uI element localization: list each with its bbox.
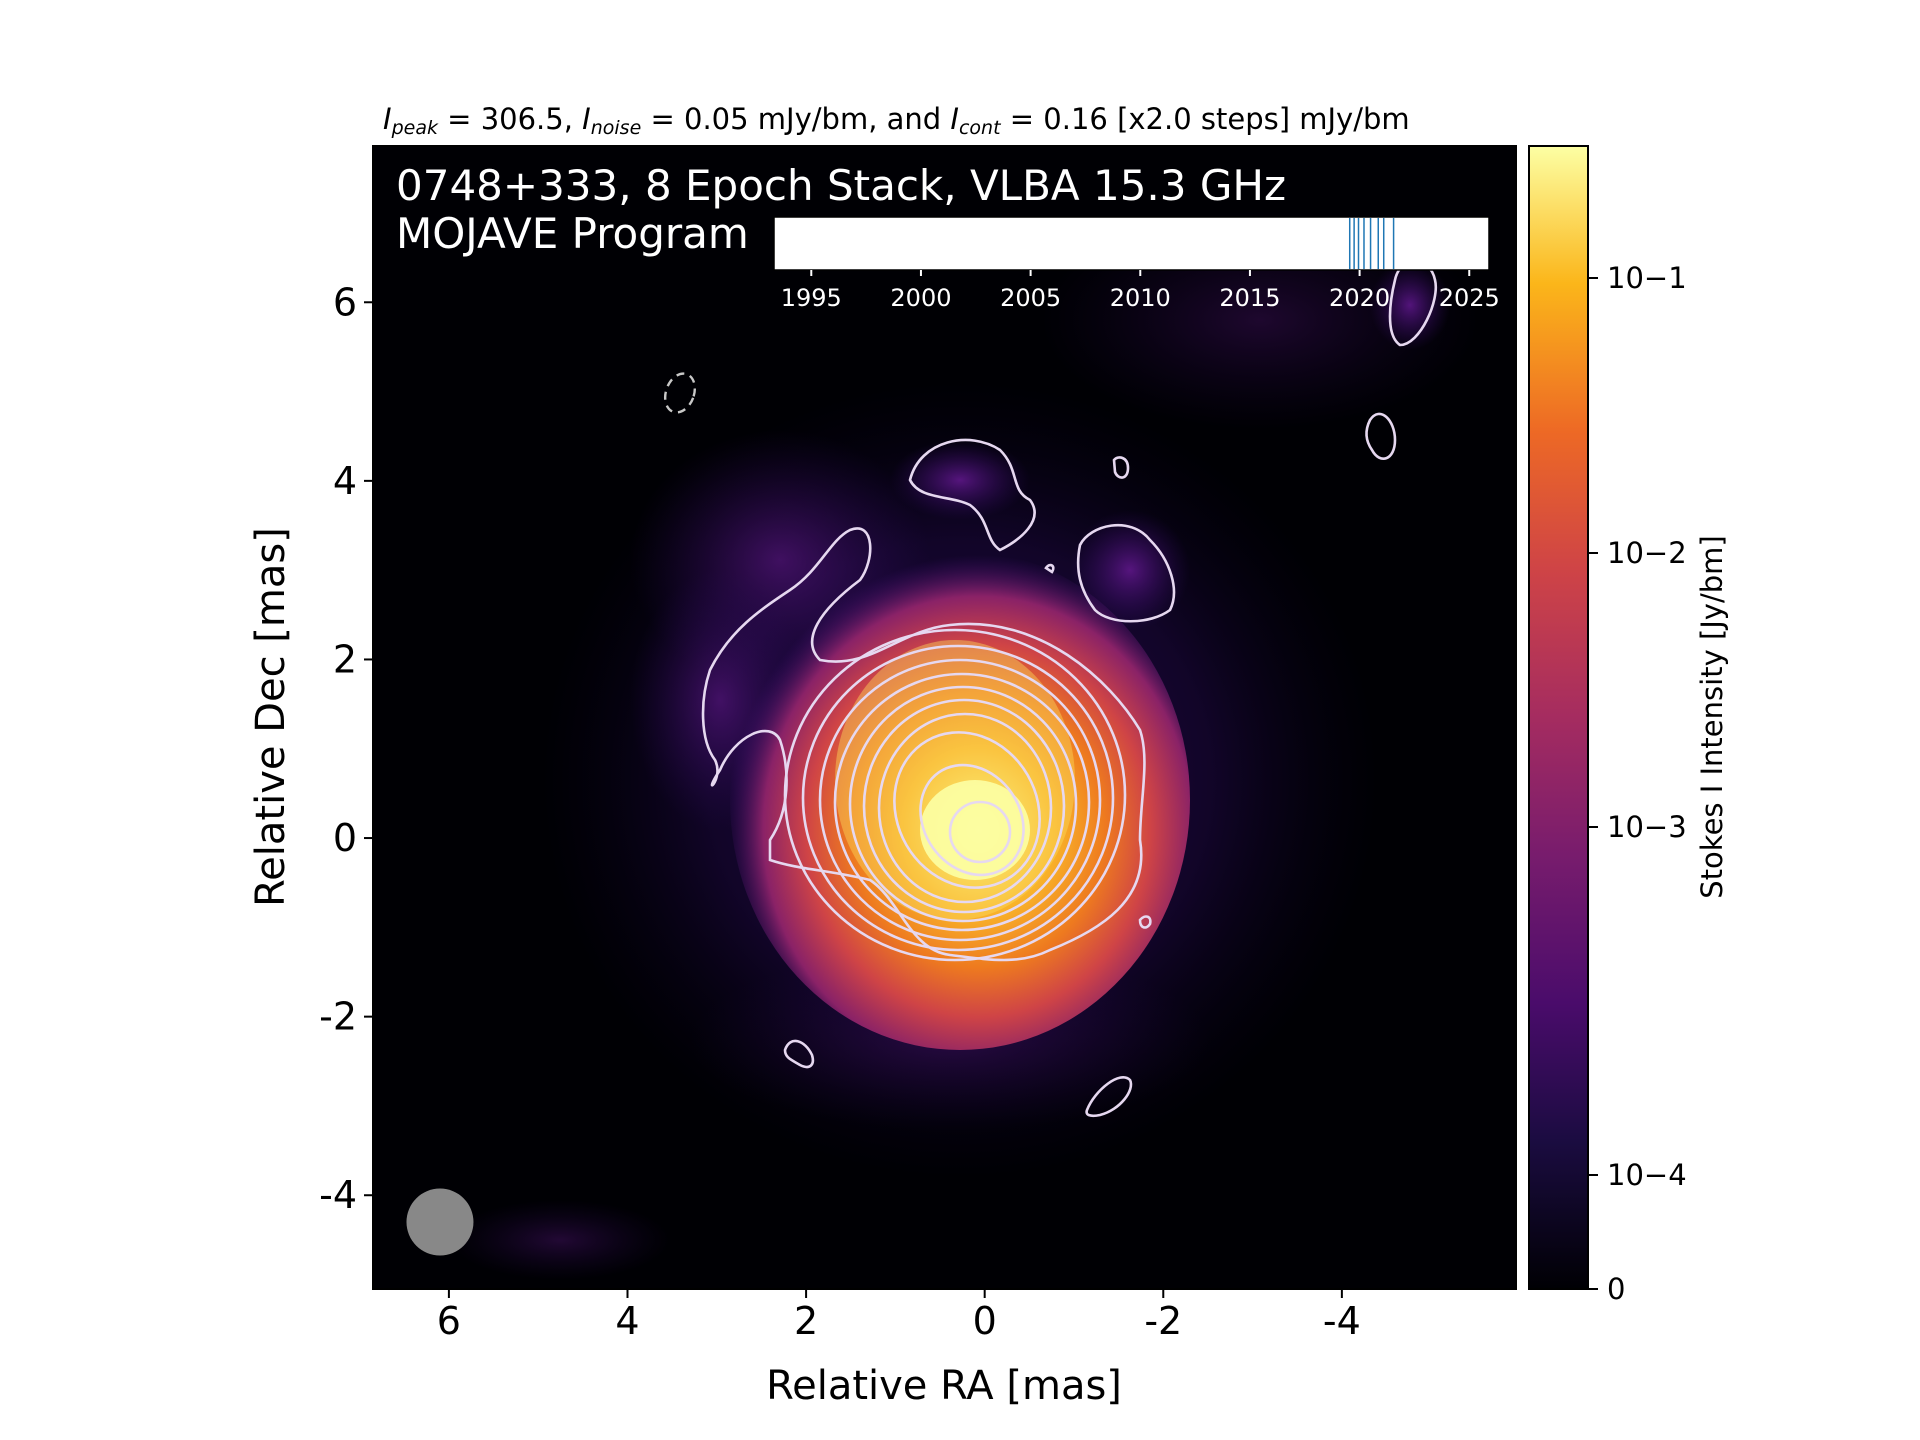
timeline-tick-label: 2020 — [1329, 284, 1390, 312]
colorbar-ticks: 10−1 10−2 10−3 10−4 0 — [1588, 261, 1687, 1306]
y-tick-label: -2 — [319, 995, 357, 1039]
timeline-tick-label: 2025 — [1439, 284, 1500, 312]
colorbar-tick-label: 0 — [1607, 1272, 1625, 1306]
y-tick-label: -4 — [319, 1173, 357, 1217]
y-tick-label: 4 — [333, 459, 357, 503]
x-tick-label: 6 — [437, 1299, 461, 1343]
colorbar-label: Stokes I Intensity [Jy/bm] — [1695, 535, 1729, 898]
y-axis-label: Relative Dec [mas] — [248, 527, 294, 907]
beam-ellipse — [406, 1188, 474, 1256]
colorbar: 10−1 10−2 10−3 10−4 0 Stokes I Intensity [Jy… — [1528, 145, 1729, 1306]
colorbar-tick-label: 10−1 — [1607, 261, 1687, 295]
plot-title: 0748+333, 8 Epoch Stack, VLBA 15.3 GHz — [396, 161, 1286, 210]
timeline-box — [773, 216, 1490, 271]
image-panel: 0748+333, 8 Epoch Stack, VLBA 15.3 GHz M… — [372, 145, 1517, 1290]
y-tick-label: 6 — [333, 280, 357, 324]
timeline-tick-label: 2015 — [1219, 284, 1280, 312]
y-axis: 6 4 2 0 -2 -4 — [319, 280, 373, 1217]
colorbar-tick-label: 10−3 — [1607, 810, 1687, 844]
plot-frame — [372, 145, 1517, 1290]
timeline-tick-label: 2010 — [1110, 284, 1171, 312]
timeline-tick-label: 1995 — [781, 284, 842, 312]
x-tick-label: 2 — [794, 1299, 818, 1343]
x-axis-label: Relative RA [mas] — [766, 1363, 1122, 1409]
timeline-tick-label: 2005 — [1000, 284, 1061, 312]
colorbar-gradient — [1528, 145, 1589, 1290]
colorbar-tick-label: 10−4 — [1607, 1158, 1687, 1192]
epoch-timeline: 1995 2000 2005 2010 2015 2020 2025 — [773, 216, 1500, 312]
y-tick-label: 0 — [333, 816, 357, 860]
timeline-tick-label: 2000 — [890, 284, 951, 312]
x-tick-label: -2 — [1144, 1299, 1182, 1343]
x-tick-label: 0 — [973, 1299, 997, 1343]
x-axis: 6 4 2 0 -2 -4 — [437, 1289, 1361, 1343]
contours — [701, 260, 1438, 1118]
y-tick-label: 2 — [333, 637, 357, 681]
x-tick-label: 4 — [615, 1299, 639, 1343]
negative-contour — [663, 372, 697, 414]
colorbar-tick-label: 10−2 — [1607, 536, 1687, 570]
header-stats: Ipeak = 306.5, Inoise = 0.05 mJy/bm, and… — [383, 102, 1410, 139]
x-tick-label: -4 — [1323, 1299, 1361, 1343]
program-label: MOJAVE Program — [396, 209, 749, 258]
